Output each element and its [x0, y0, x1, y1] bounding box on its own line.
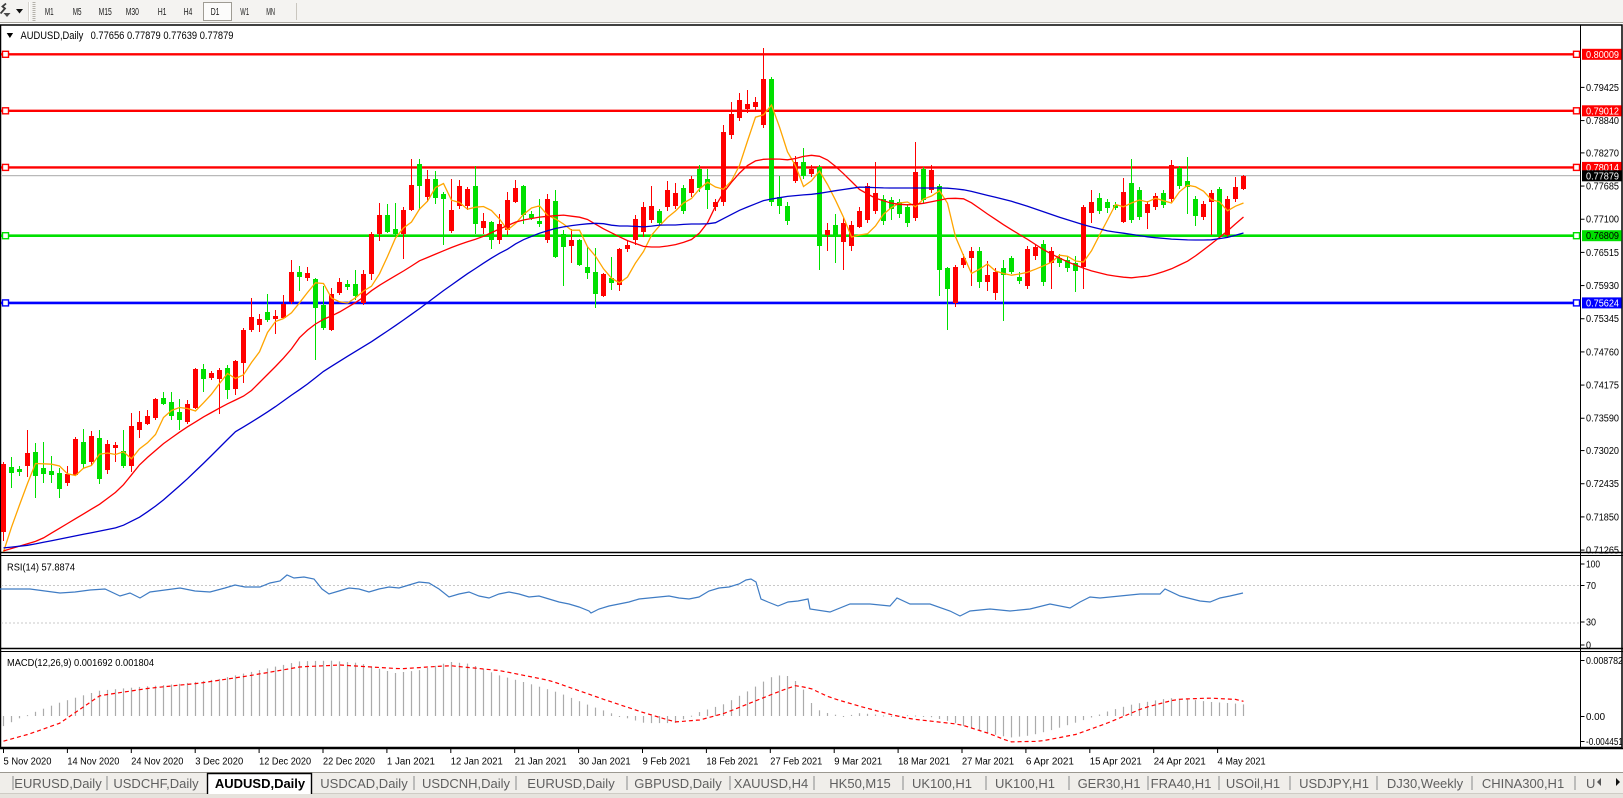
svg-text:USOil,H1: USOil,H1 — [1226, 776, 1280, 791]
svg-text:M5: M5 — [73, 7, 82, 18]
svg-text:W1: W1 — [240, 7, 249, 18]
svg-text:XAUUSD,H4: XAUUSD,H4 — [734, 776, 808, 791]
svg-text:12 Jan 2021: 12 Jan 2021 — [451, 757, 503, 768]
svg-text:3 Dec 2020: 3 Dec 2020 — [195, 757, 243, 768]
svg-text:5 Nov 2020: 5 Nov 2020 — [4, 757, 52, 768]
svg-text:M30: M30 — [126, 7, 139, 18]
svg-text:USDCHF,Daily: USDCHF,Daily — [113, 776, 199, 791]
svg-text:-0.004451: -0.004451 — [1586, 737, 1623, 748]
svg-text:12 Dec 2020: 12 Dec 2020 — [259, 757, 311, 768]
svg-text:27 Mar 2021: 27 Mar 2021 — [962, 757, 1014, 768]
svg-text:9 Mar 2021: 9 Mar 2021 — [834, 757, 882, 768]
svg-text:AUDUSD,Daily: AUDUSD,Daily — [215, 776, 306, 791]
svg-text:CHINA300,H1: CHINA300,H1 — [1482, 776, 1564, 791]
svg-text:4 May 2021: 4 May 2021 — [1218, 757, 1266, 768]
svg-text:0.75930: 0.75930 — [1586, 281, 1619, 292]
svg-text:18 Feb 2021: 18 Feb 2021 — [706, 757, 758, 768]
svg-text:0.008782: 0.008782 — [1586, 656, 1623, 667]
svg-text:1 Jan 2021: 1 Jan 2021 — [387, 757, 435, 768]
svg-text:UK100,H1: UK100,H1 — [995, 776, 1055, 791]
svg-text:DJ30,Weekly: DJ30,Weekly — [1387, 776, 1464, 791]
svg-text:22 Dec 2020: 22 Dec 2020 — [323, 757, 375, 768]
svg-text:9 Feb 2021: 9 Feb 2021 — [643, 757, 691, 768]
svg-text:AUDUSD,Daily 0.77656 0.77879: AUDUSD,Daily 0.77656 0.77879 0.77639 0.7… — [21, 30, 234, 42]
svg-text:MACD(12,26,9) 0.001692 0.00180: MACD(12,26,9) 0.001692 0.001804 — [7, 658, 154, 669]
svg-text:0.76809: 0.76809 — [1586, 231, 1619, 242]
svg-text:M15: M15 — [99, 7, 112, 18]
svg-text:0.77879: 0.77879 — [1586, 171, 1619, 182]
svg-text:70: 70 — [1586, 581, 1596, 592]
svg-text:0.72435: 0.72435 — [1586, 479, 1619, 490]
svg-text:0.78270: 0.78270 — [1586, 148, 1619, 159]
svg-text:0.74175: 0.74175 — [1586, 381, 1619, 392]
svg-text:USDCAD,Daily: USDCAD,Daily — [320, 776, 408, 791]
svg-text:U: U — [1586, 776, 1595, 791]
svg-text:100: 100 — [1586, 560, 1600, 571]
svg-text:MN: MN — [266, 7, 275, 18]
svg-text:24 Apr 2021: 24 Apr 2021 — [1154, 757, 1206, 768]
svg-text:D1: D1 — [211, 7, 220, 18]
svg-text:30 Jan 2021: 30 Jan 2021 — [579, 757, 631, 768]
svg-text:0.73020: 0.73020 — [1586, 446, 1619, 457]
svg-text:0.77685: 0.77685 — [1586, 182, 1619, 193]
svg-text:0.73590: 0.73590 — [1586, 414, 1619, 425]
svg-text:0.78840: 0.78840 — [1586, 116, 1619, 127]
svg-text:USDJPY,H1: USDJPY,H1 — [1299, 776, 1369, 791]
svg-text:USDCNH,Daily: USDCNH,Daily — [422, 776, 511, 791]
svg-text:0.75624: 0.75624 — [1586, 298, 1619, 309]
svg-text:M1: M1 — [45, 7, 54, 18]
svg-text:EURUSD,Daily: EURUSD,Daily — [527, 776, 615, 791]
svg-text:GBPUSD,Daily: GBPUSD,Daily — [634, 776, 722, 791]
svg-text:21 Jan 2021: 21 Jan 2021 — [515, 757, 567, 768]
svg-text:30: 30 — [1586, 618, 1596, 629]
svg-text:6 Apr 2021: 6 Apr 2021 — [1026, 757, 1074, 768]
svg-text:27 Feb 2021: 27 Feb 2021 — [770, 757, 822, 768]
svg-text:H4: H4 — [184, 7, 193, 18]
svg-text:EURUSD,Daily: EURUSD,Daily — [14, 776, 102, 791]
svg-text:0.00: 0.00 — [1586, 712, 1605, 723]
svg-text:0.74760: 0.74760 — [1586, 347, 1619, 358]
svg-text:UK100,H1: UK100,H1 — [912, 776, 972, 791]
svg-text:0.71265: 0.71265 — [1586, 546, 1619, 557]
svg-text:FRA40,H1: FRA40,H1 — [1151, 776, 1212, 791]
svg-text:H1: H1 — [158, 7, 167, 18]
svg-text:HK50,M15: HK50,M15 — [829, 776, 890, 791]
svg-text:0.75345: 0.75345 — [1586, 314, 1619, 325]
svg-text:GER30,H1: GER30,H1 — [1078, 776, 1141, 791]
svg-text:0.80009: 0.80009 — [1586, 50, 1619, 61]
svg-text:0.71850: 0.71850 — [1586, 512, 1619, 523]
svg-text:15 Apr 2021: 15 Apr 2021 — [1090, 757, 1142, 768]
svg-text:0.79425: 0.79425 — [1586, 83, 1619, 94]
svg-text:0.78014: 0.78014 — [1586, 163, 1619, 174]
svg-text:RSI(14) 57.8874: RSI(14) 57.8874 — [7, 563, 75, 574]
svg-text:24 Nov 2020: 24 Nov 2020 — [131, 757, 183, 768]
svg-text:0: 0 — [1586, 641, 1591, 652]
svg-text:0.79012: 0.79012 — [1586, 106, 1619, 117]
svg-text:18 Mar 2021: 18 Mar 2021 — [898, 757, 950, 768]
svg-text:0.76515: 0.76515 — [1586, 248, 1619, 259]
svg-text:0.77100: 0.77100 — [1586, 215, 1619, 226]
svg-text:14 Nov 2020: 14 Nov 2020 — [67, 757, 119, 768]
